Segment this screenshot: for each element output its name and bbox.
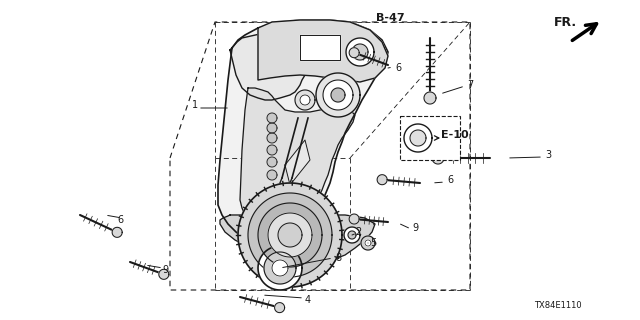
Polygon shape [267, 157, 277, 167]
Text: FR.: FR. [554, 15, 577, 28]
Polygon shape [159, 269, 169, 279]
Polygon shape [349, 48, 359, 58]
Polygon shape [112, 227, 122, 237]
Polygon shape [410, 130, 426, 146]
Polygon shape [424, 92, 436, 104]
Text: B-47: B-47 [376, 13, 404, 23]
Polygon shape [300, 95, 310, 105]
Text: 9: 9 [162, 265, 168, 275]
Polygon shape [361, 236, 375, 250]
Polygon shape [432, 152, 444, 164]
Polygon shape [344, 227, 360, 243]
Text: 2: 2 [355, 227, 361, 237]
Text: 3: 3 [545, 150, 551, 160]
Text: 1: 1 [192, 100, 198, 110]
Polygon shape [352, 44, 368, 60]
Polygon shape [267, 133, 277, 143]
Polygon shape [267, 113, 277, 123]
Polygon shape [258, 203, 322, 267]
Text: 6: 6 [395, 63, 401, 73]
Polygon shape [323, 80, 353, 110]
Polygon shape [258, 246, 302, 290]
Text: 7: 7 [467, 80, 473, 90]
Text: 5: 5 [370, 238, 376, 248]
Polygon shape [267, 170, 277, 180]
Text: TX84E1110: TX84E1110 [534, 300, 582, 309]
Polygon shape [348, 231, 356, 239]
Polygon shape [316, 73, 360, 117]
Polygon shape [365, 240, 371, 246]
Text: 4: 4 [305, 295, 311, 305]
Polygon shape [240, 88, 355, 233]
Polygon shape [218, 20, 388, 244]
Polygon shape [346, 38, 374, 66]
Polygon shape [230, 25, 380, 100]
Polygon shape [220, 215, 375, 263]
Polygon shape [300, 35, 340, 60]
Text: 9: 9 [412, 223, 418, 233]
Text: 6: 6 [117, 215, 123, 225]
Polygon shape [275, 303, 285, 313]
Text: E-10: E-10 [441, 130, 469, 140]
Polygon shape [267, 123, 277, 133]
Polygon shape [258, 20, 388, 82]
Polygon shape [278, 223, 302, 247]
Polygon shape [331, 88, 345, 102]
Polygon shape [349, 214, 359, 224]
Polygon shape [272, 260, 288, 276]
Polygon shape [267, 145, 277, 155]
Polygon shape [238, 183, 342, 287]
Bar [400, 116, 460, 160]
Polygon shape [268, 213, 312, 257]
Text: 8: 8 [335, 253, 341, 263]
Polygon shape [404, 124, 432, 152]
Text: 6: 6 [447, 175, 453, 185]
Polygon shape [377, 175, 387, 185]
Polygon shape [264, 252, 296, 284]
Polygon shape [248, 193, 332, 277]
Polygon shape [295, 90, 315, 110]
Polygon shape [285, 140, 310, 185]
